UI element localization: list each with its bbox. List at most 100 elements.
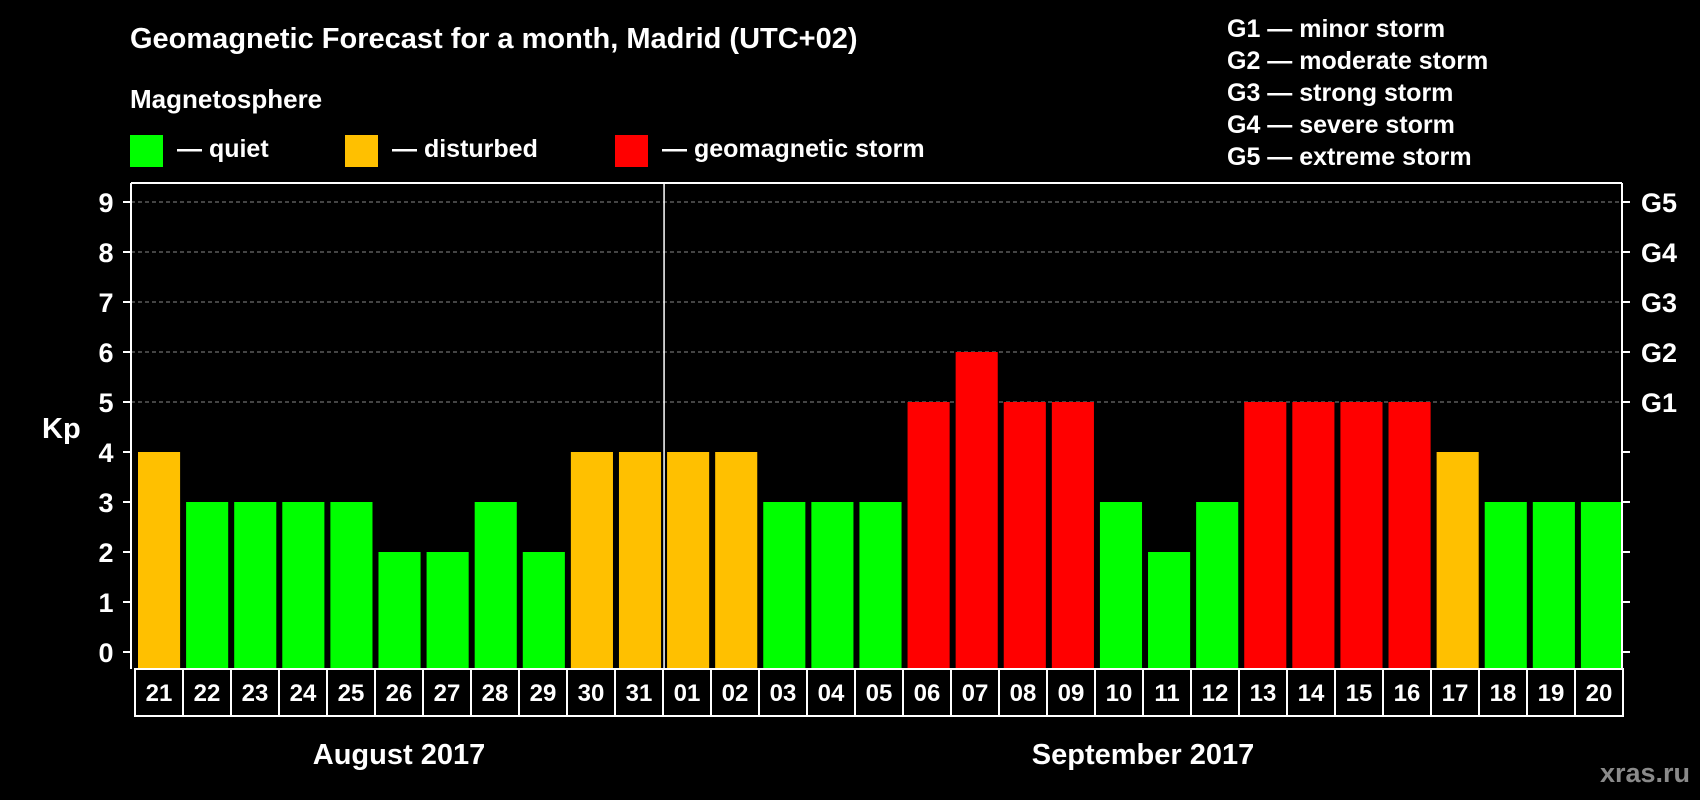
- y-tick-label-3: 3: [98, 488, 113, 518]
- x-tick-label-18: 18: [1490, 680, 1517, 707]
- day-label-frame: [134, 668, 1624, 717]
- bar-16: [1388, 402, 1431, 669]
- x-tick-label-20: 20: [1586, 680, 1613, 707]
- x-tick-label-30: 30: [578, 680, 605, 707]
- storm-tick-G2: G2: [1641, 338, 1677, 368]
- x-tick-label-26: 26: [386, 680, 413, 707]
- axes: [123, 182, 1630, 717]
- bar-04: [811, 502, 854, 669]
- bar-29: [522, 552, 565, 669]
- x-tick-label-27: 27: [434, 680, 461, 707]
- y-tick-label-6: 6: [98, 338, 113, 368]
- x-tick-label-22: 22: [194, 680, 221, 707]
- month-label-0: August 2017: [313, 739, 485, 771]
- bar-06: [907, 402, 950, 669]
- bar-24: [282, 502, 325, 669]
- bar-21: [138, 452, 181, 669]
- x-tick-label-25: 25: [338, 680, 365, 707]
- storm-legend-g4: G4 — severe storm: [1227, 111, 1455, 139]
- x-tick-label-29: 29: [530, 680, 557, 707]
- x-tick-label-02: 02: [722, 680, 749, 707]
- bar-25: [330, 502, 373, 669]
- y-tick-label-9: 9: [98, 188, 113, 218]
- bar-13: [1244, 402, 1287, 669]
- bar-22: [186, 502, 229, 669]
- storm-legend-g1: G1 — minor storm: [1227, 15, 1445, 43]
- bar-09: [1051, 402, 1094, 669]
- storm-legend-g5: G5 — extreme storm: [1227, 143, 1472, 171]
- chart-title: Geomagnetic Forecast for a month, Madrid…: [130, 23, 858, 55]
- bar-23: [234, 502, 277, 669]
- legend-label-storm: — geomagnetic storm: [662, 135, 925, 163]
- x-tick-label-07: 07: [962, 680, 989, 707]
- storm-tick-G3: G3: [1641, 288, 1677, 318]
- storm-legend-g2: G2 — moderate storm: [1227, 47, 1488, 75]
- x-tick-label-24: 24: [290, 680, 317, 707]
- bar-17: [1436, 452, 1479, 669]
- y-tick-label-8: 8: [98, 238, 113, 268]
- storm-legend-g3: G3 — strong storm: [1227, 79, 1453, 107]
- x-tick-label-05: 05: [866, 680, 893, 707]
- y-tick-label-2: 2: [98, 538, 113, 568]
- y-tick-label-4: 4: [98, 438, 113, 468]
- x-tick-label-15: 15: [1346, 680, 1373, 707]
- bar-14: [1292, 402, 1335, 669]
- x-tick-label-21: 21: [146, 680, 173, 707]
- x-tick-label-10: 10: [1106, 680, 1133, 707]
- x-tick-label-11: 11: [1154, 680, 1179, 707]
- storm-scale-legend: G1 — minor storm G2 — moderate storm G3 …: [1227, 15, 1488, 171]
- bar-20: [1580, 502, 1623, 669]
- legend-swatch-storm: [615, 135, 648, 167]
- bar-05: [859, 502, 902, 669]
- status-legend: — quiet — disturbed — geomagnetic storm: [130, 135, 925, 167]
- storm-tick-G5: G5: [1641, 188, 1677, 218]
- storm-tick-G4: G4: [1641, 238, 1677, 268]
- bar-27: [426, 552, 469, 669]
- month-label-1: September 2017: [1032, 739, 1254, 771]
- x-tick-label-03: 03: [770, 680, 797, 707]
- grid-lines: [131, 201, 1622, 403]
- x-tick-label-16: 16: [1394, 680, 1421, 707]
- bar-10: [1099, 502, 1143, 669]
- bar-28: [474, 502, 517, 669]
- bar-26: [378, 552, 421, 669]
- bar-15: [1340, 402, 1383, 669]
- bar-01: [667, 452, 710, 669]
- x-tick-label-17: 17: [1442, 680, 1469, 707]
- legend-label-disturbed: — disturbed: [392, 135, 538, 163]
- legend-swatch-disturbed: [345, 135, 378, 167]
- x-tick-label-13: 13: [1250, 680, 1277, 707]
- legend-label-quiet: — quiet: [177, 135, 269, 163]
- y-tick-label-0: 0: [98, 638, 113, 668]
- bar-12: [1196, 502, 1239, 669]
- x-tick-label-14: 14: [1298, 680, 1325, 707]
- y-tick-label-1: 1: [98, 588, 113, 618]
- bar-31: [618, 452, 662, 669]
- bar-03: [763, 502, 806, 669]
- bar-18: [1484, 502, 1527, 669]
- storm-tick-G1: G1: [1641, 388, 1677, 418]
- watermark: xras.ru: [1600, 758, 1690, 788]
- bar-11: [1148, 552, 1191, 669]
- x-tick-label-06: 06: [914, 680, 941, 707]
- bar-02: [715, 452, 758, 669]
- bar-08: [1003, 402, 1046, 669]
- legend-heading: Magnetosphere: [130, 84, 322, 114]
- x-tick-label-31: 31: [626, 680, 653, 707]
- y-tick-label-7: 7: [98, 288, 113, 318]
- x-tick-label-28: 28: [482, 680, 509, 707]
- bar-07: [955, 352, 998, 669]
- x-tick-label-08: 08: [1010, 680, 1037, 707]
- bar-30: [570, 452, 613, 669]
- x-tick-label-09: 09: [1058, 680, 1085, 707]
- x-tick-label-12: 12: [1202, 680, 1229, 707]
- y-tick-label-5: 5: [98, 388, 113, 418]
- y-axis-label: Kp: [42, 413, 81, 445]
- x-tick-label-23: 23: [242, 680, 269, 707]
- x-tick-label-04: 04: [818, 680, 845, 707]
- x-tick-label-19: 19: [1538, 680, 1565, 707]
- bar-19: [1532, 502, 1575, 669]
- x-tick-label-01: 01: [674, 680, 701, 707]
